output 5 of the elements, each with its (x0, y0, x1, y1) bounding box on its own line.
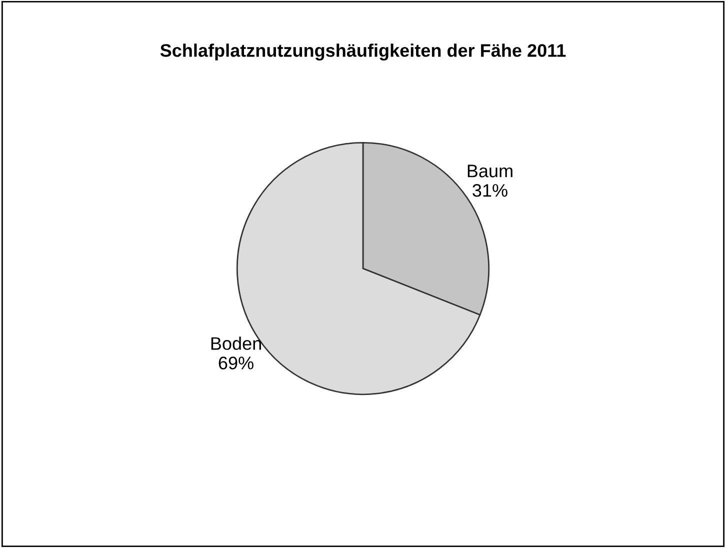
slice-label: Baum (468, 164, 512, 178)
data-label: 31% (472, 184, 508, 197)
data-label: 69% (218, 356, 254, 370)
chart-title: Schlafplatznutzungshäufigkeiten der Fähe 2011 (160, 44, 566, 61)
slice-label: Boden (211, 336, 261, 350)
